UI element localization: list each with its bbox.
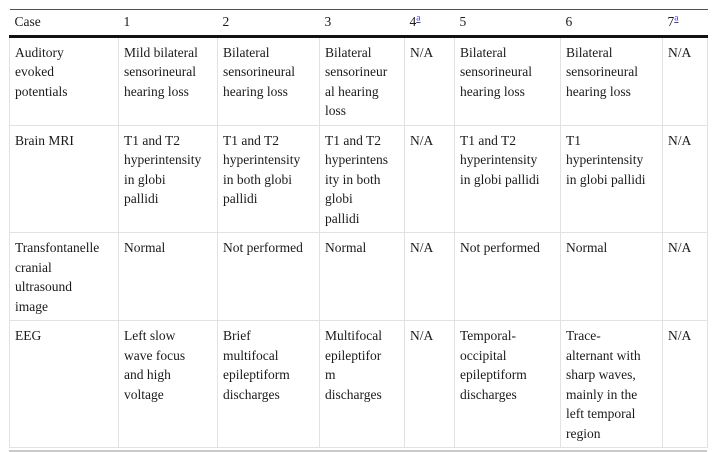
table-row-brain-mri: Brain MRI T1 and T2 hyperintensity in gl… [9, 124, 708, 233]
table-cell: N/A [662, 35, 708, 126]
column-header-label: 4 [409, 14, 417, 29]
case-findings-table-container: Case 1 2 3 4a 5 6 7a Auditory evoked pot… [9, 9, 708, 452]
row-header-cell: EEG [9, 320, 119, 448]
table-cell: Temporal-occipital epileptiform discharg… [454, 320, 561, 448]
table-cell: Bilateral sensorineural hearing loss [560, 35, 663, 126]
table-cell: Bilateral sensorineural hearing loss [319, 35, 405, 126]
table-row-auditory-evoked-potentials: Auditory evoked potentials Mild bilatera… [9, 35, 708, 126]
column-header-label: 6 [565, 14, 573, 29]
table-row-eeg: EEG Left slow wave focus and high voltag… [9, 320, 708, 448]
table-cell: T1 and T2 hyperintensity in both globi p… [319, 124, 405, 233]
table-cell: N/A [404, 124, 455, 233]
table-cell: N/A [404, 232, 455, 321]
table-cell: Brief multifocal epileptiform discharges [217, 320, 320, 448]
column-header-label: 5 [459, 14, 467, 29]
table-row-transfontanelle-ultrasound: Transfontanelle cranial ultrasound image… [9, 232, 708, 321]
table-cell: Normal [560, 232, 663, 321]
table-cell: T1 and T2 hyperintensity in globi pallid… [118, 124, 218, 233]
row-header-cell: Auditory evoked potentials [9, 35, 119, 126]
column-header-2: 2 [218, 10, 320, 37]
column-header-4: 4a [405, 10, 455, 37]
footnote-link-a[interactable]: a [416, 13, 421, 24]
column-header-label: 2 [222, 14, 230, 29]
column-header-6: 6 [561, 10, 663, 37]
table-cell: Not performed [217, 232, 320, 321]
table-cell: Bilateral sensorineural hearing loss [454, 35, 561, 126]
table-cell: N/A [404, 320, 455, 448]
table-cell: T1 and T2 hyperintensity in globi pallid… [454, 124, 561, 233]
column-header-7: 7a [663, 10, 708, 37]
table-cell: Multifocal epileptiform discharges [319, 320, 405, 448]
table-cell: N/A [662, 124, 708, 233]
row-header-cell: Transfontanelle cranial ultrasound image [9, 232, 119, 321]
table-cell: Bilateral sensorineural hearing loss [217, 35, 320, 126]
table-cell: Normal [319, 232, 405, 321]
column-header-5: 5 [455, 10, 561, 37]
column-header-3: 3 [320, 10, 405, 37]
table-cell: Trace-alternant with sharp waves, mainly… [560, 320, 663, 448]
table-cell: N/A [662, 232, 708, 321]
column-header-label: Case [14, 14, 41, 29]
column-header-label: 3 [324, 14, 332, 29]
table-cell: T1 and T2 hyperintensity in both globi p… [217, 124, 320, 233]
table-cell: T1 hyperintensity in globi pallidi [560, 124, 663, 233]
footnote-link-a[interactable]: a [674, 13, 679, 24]
table-cell: Left slow wave focus and high voltage [118, 320, 218, 448]
case-findings-table: Case 1 2 3 4a 5 6 7a Auditory evoked pot… [9, 9, 708, 448]
table-cell: Not performed [454, 232, 561, 321]
column-header-case: Case [10, 10, 119, 37]
table-cell: N/A [404, 35, 455, 126]
header-row: Case 1 2 3 4a 5 6 7a [9, 9, 708, 37]
column-header-1: 1 [119, 10, 218, 37]
table-cell: Mild bilateral sensorineural hearing los… [118, 35, 218, 126]
table-cell: N/A [662, 320, 708, 448]
column-header-label: 1 [123, 14, 131, 29]
row-header-cell: Brain MRI [9, 124, 119, 233]
table-cell: Normal [118, 232, 218, 321]
column-header-label: 7 [667, 14, 675, 29]
